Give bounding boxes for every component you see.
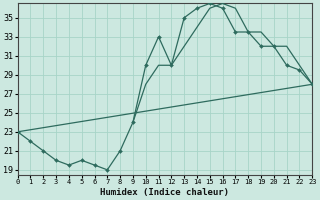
X-axis label: Humidex (Indice chaleur): Humidex (Indice chaleur)	[100, 188, 229, 197]
